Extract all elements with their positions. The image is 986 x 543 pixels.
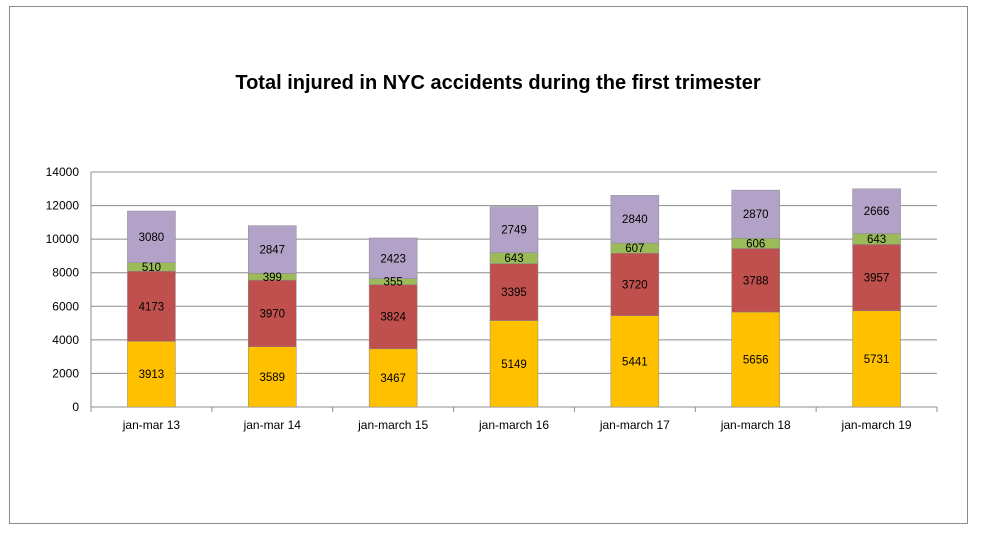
data-label: 510 — [142, 262, 161, 274]
data-label: 3080 — [139, 232, 165, 244]
x-category-label: jan-mar 13 — [122, 418, 181, 432]
data-label: 2749 — [501, 225, 527, 237]
y-tick-label: 12000 — [46, 199, 80, 213]
bar-segment — [489, 320, 539, 408]
data-label: 5149 — [501, 359, 527, 371]
x-category-label: jan-mar 14 — [243, 418, 302, 432]
data-label: 606 — [746, 238, 765, 250]
bar-segment — [368, 284, 418, 350]
x-category-label: jan-march 16 — [478, 418, 549, 432]
data-label: 5441 — [622, 356, 648, 368]
y-tick-label: 6000 — [52, 299, 79, 313]
y-tick-label: 4000 — [52, 333, 79, 347]
data-label: 5731 — [864, 354, 890, 366]
data-label: 3720 — [622, 279, 648, 291]
data-label: 3395 — [501, 287, 527, 299]
data-label: 2870 — [743, 209, 769, 221]
y-tick-label: 14000 — [46, 165, 80, 179]
bar-segment — [127, 210, 176, 263]
data-label: 3824 — [380, 312, 406, 324]
data-label: 2847 — [259, 245, 285, 257]
bar-segment — [731, 248, 780, 313]
axes: 0 2000 4000 6000 8000 10000 12000 14000 jan-mar … — [46, 165, 938, 432]
data-label: 399 — [263, 272, 282, 284]
bar-segment — [127, 271, 176, 342]
chart-svg: Total injured in NYC accidents during th… — [46, 72, 938, 432]
data-labels: 3913 4173 510 3080 3589 3970 399 2847 3467 3824 35… — [139, 206, 890, 385]
bar-segment — [610, 252, 660, 316]
data-label: 643 — [867, 234, 886, 246]
data-label: 355 — [384, 277, 403, 289]
data-label: 3957 — [864, 273, 890, 285]
bars — [127, 188, 901, 408]
data-label: 3467 — [380, 373, 406, 385]
y-tick-label: 8000 — [52, 266, 79, 280]
data-label: 3913 — [139, 369, 165, 381]
bar-segment — [489, 263, 539, 321]
chart-frame: Total injured in NYC accidents during th… — [9, 6, 968, 524]
data-label: 607 — [625, 243, 644, 255]
bar-segment — [852, 188, 901, 234]
chart-title: Total injured in NYC accidents during th… — [235, 72, 760, 94]
data-label: 2840 — [622, 214, 648, 226]
bar-segment — [127, 341, 176, 408]
data-label: 5656 — [743, 355, 769, 367]
bar-segment — [731, 311, 780, 408]
bar-segment — [610, 195, 660, 244]
bar-segment — [368, 348, 418, 408]
x-category-label: jan-march 18 — [720, 418, 791, 432]
bar-segment — [731, 189, 780, 239]
data-label: 4173 — [139, 301, 165, 313]
data-label: 3589 — [259, 372, 285, 384]
bar-segment — [489, 206, 539, 254]
data-label: 2423 — [380, 253, 406, 265]
x-category-label: jan-march 15 — [357, 418, 428, 432]
y-tick-label: 0 — [72, 400, 79, 414]
data-label: 3788 — [743, 275, 769, 287]
x-category-label: jan-march 19 — [841, 418, 912, 432]
data-label: 3970 — [259, 308, 285, 320]
data-label: 643 — [504, 253, 523, 265]
data-label: 2666 — [864, 206, 890, 218]
bar-segment — [248, 225, 297, 274]
bar-segment — [368, 237, 418, 279]
bar-segment — [248, 346, 297, 408]
bar-segment — [248, 279, 297, 348]
x-category-label: jan-march 17 — [599, 418, 670, 432]
y-tick-label: 10000 — [46, 232, 80, 246]
bar-segment — [852, 244, 901, 312]
y-tick-label: 2000 — [52, 366, 79, 380]
